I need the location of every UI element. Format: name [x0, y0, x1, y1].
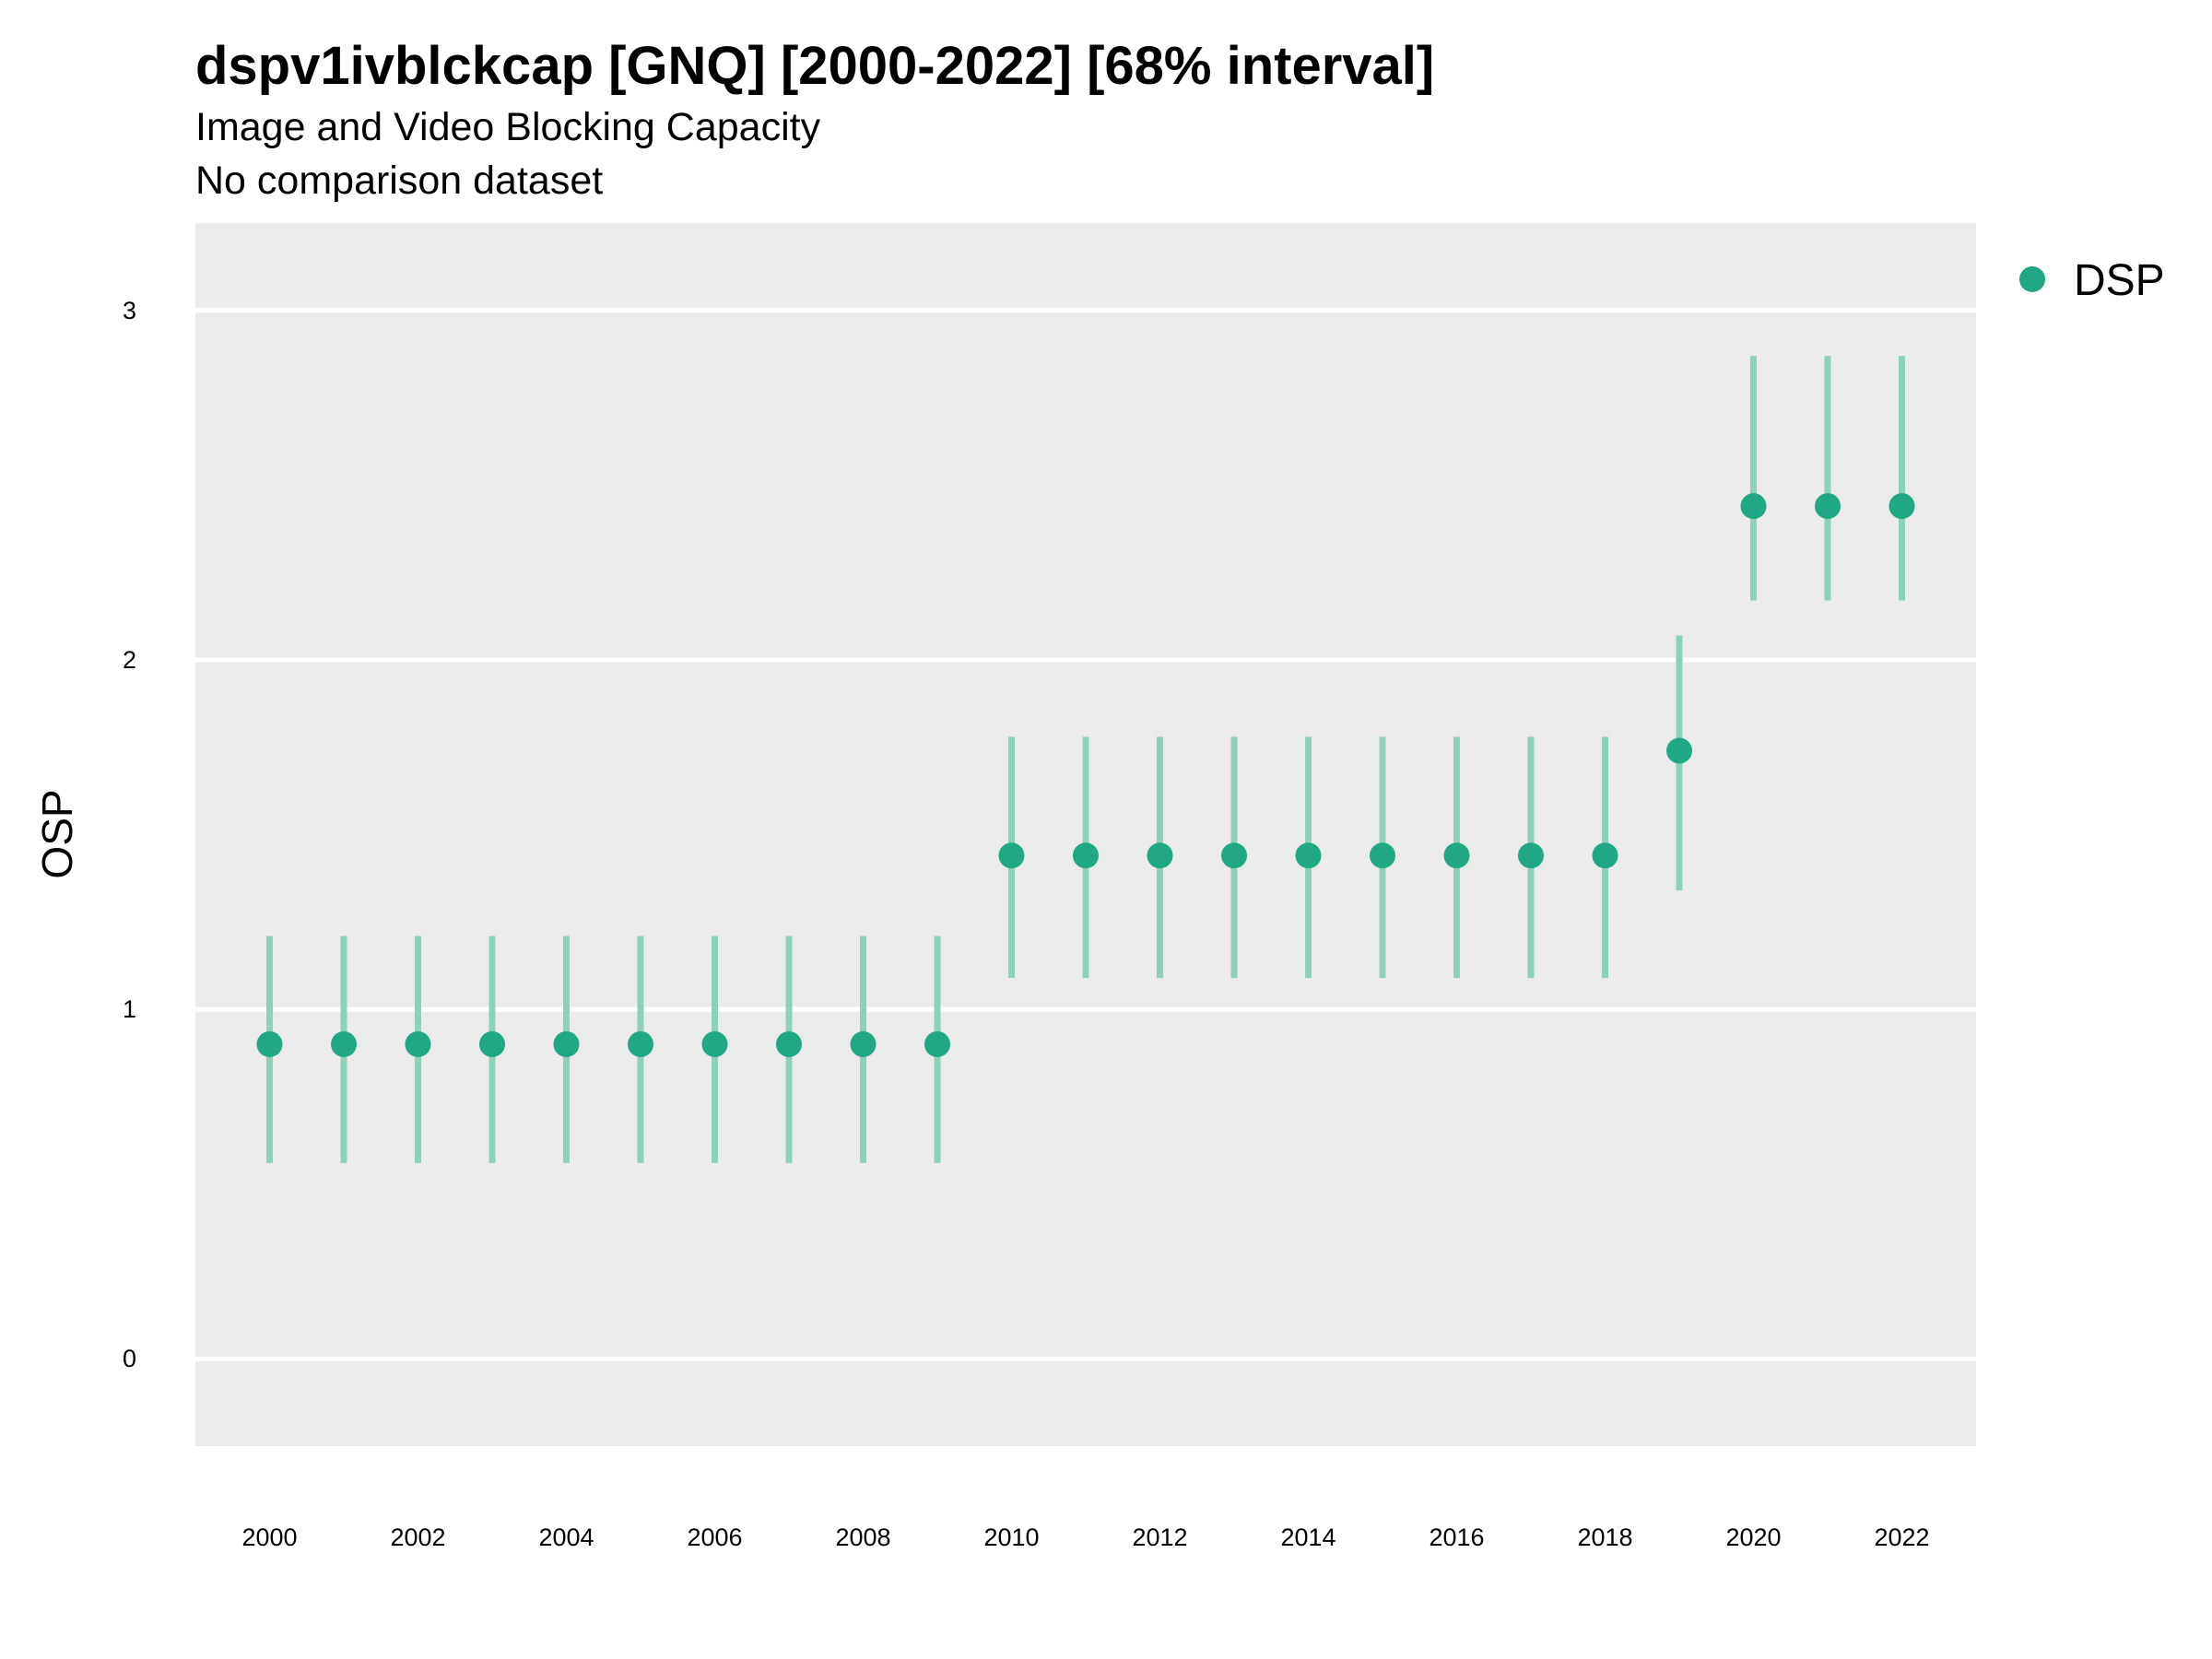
x-tick-label-2002: 2002 — [390, 1524, 445, 1551]
data-point-2017[interactable] — [1518, 842, 1544, 869]
y-tick-label-3: 3 — [123, 297, 136, 324]
data-point-2009[interactable] — [924, 1030, 950, 1057]
data-point-2000[interactable] — [256, 1030, 283, 1057]
data-point-2003[interactable] — [479, 1030, 505, 1057]
data-point-2008[interactable] — [850, 1030, 877, 1057]
x-axis-ticks: 2000 2002 2004 2006 2008 2010 2012 2014 2016 2018… — [241, 1524, 1929, 1551]
data-point-2002[interactable] — [405, 1030, 431, 1057]
data-point-2021[interactable] — [1815, 493, 1841, 520]
y-tick-label-1: 1 — [123, 995, 136, 1023]
data-point-2019[interactable] — [1666, 737, 1692, 764]
data-points — [256, 493, 1915, 1057]
x-tick-label-2010: 2010 — [983, 1524, 1039, 1551]
x-tick-label-2006: 2006 — [687, 1524, 742, 1551]
data-point-2004[interactable] — [553, 1030, 580, 1057]
x-tick-label-2004: 2004 — [538, 1524, 594, 1551]
x-tick-label-2014: 2014 — [1280, 1524, 1335, 1551]
data-point-2015[interactable] — [1370, 842, 1395, 869]
chart-subtitle: Image and Video Blocking Capacity — [195, 105, 821, 149]
data-point-2012[interactable] — [1147, 842, 1173, 869]
y-tick-label-2: 2 — [123, 646, 136, 674]
data-point-2016[interactable] — [1443, 842, 1470, 869]
y-tick-label-0: 0 — [123, 1345, 136, 1372]
legend-marker — [2019, 266, 2045, 292]
x-tick-label-2022: 2022 — [1874, 1524, 1929, 1551]
data-point-2011[interactable] — [1073, 842, 1099, 869]
data-point-2018[interactable] — [1592, 842, 1618, 869]
chart-title: dspv1ivblckcap [GNQ] [2000-2022] [68% in… — [195, 36, 1435, 96]
grid-lines — [152, 308, 1976, 1361]
data-point-2013[interactable] — [1221, 842, 1247, 869]
data-point-2020[interactable] — [1740, 493, 1767, 520]
chart-note: No comparison dataset — [195, 159, 604, 203]
legend-label: DSP — [2074, 256, 2165, 305]
data-point-2022[interactable] — [1888, 493, 1915, 520]
data-point-2010[interactable] — [998, 842, 1025, 869]
data-point-2014[interactable] — [1295, 842, 1322, 869]
x-tick-label-2008: 2008 — [835, 1524, 890, 1551]
y-axis-title: OSP — [33, 789, 81, 878]
data-point-2005[interactable] — [628, 1030, 653, 1057]
x-tick-label-2000: 2000 — [241, 1524, 297, 1551]
x-tick-label-2012: 2012 — [1132, 1524, 1187, 1551]
x-tick-label-2016: 2016 — [1429, 1524, 1484, 1551]
y-axis-ticks: 0 1 2 3 — [123, 297, 136, 1372]
data-point-2007[interactable] — [776, 1030, 802, 1057]
data-point-2006[interactable] — [701, 1030, 728, 1057]
legend[interactable]: DSP — [2019, 256, 2165, 305]
data-point-2001[interactable] — [331, 1030, 357, 1057]
x-tick-label-2020: 2020 — [1725, 1524, 1781, 1551]
x-tick-label-2018: 2018 — [1577, 1524, 1632, 1551]
